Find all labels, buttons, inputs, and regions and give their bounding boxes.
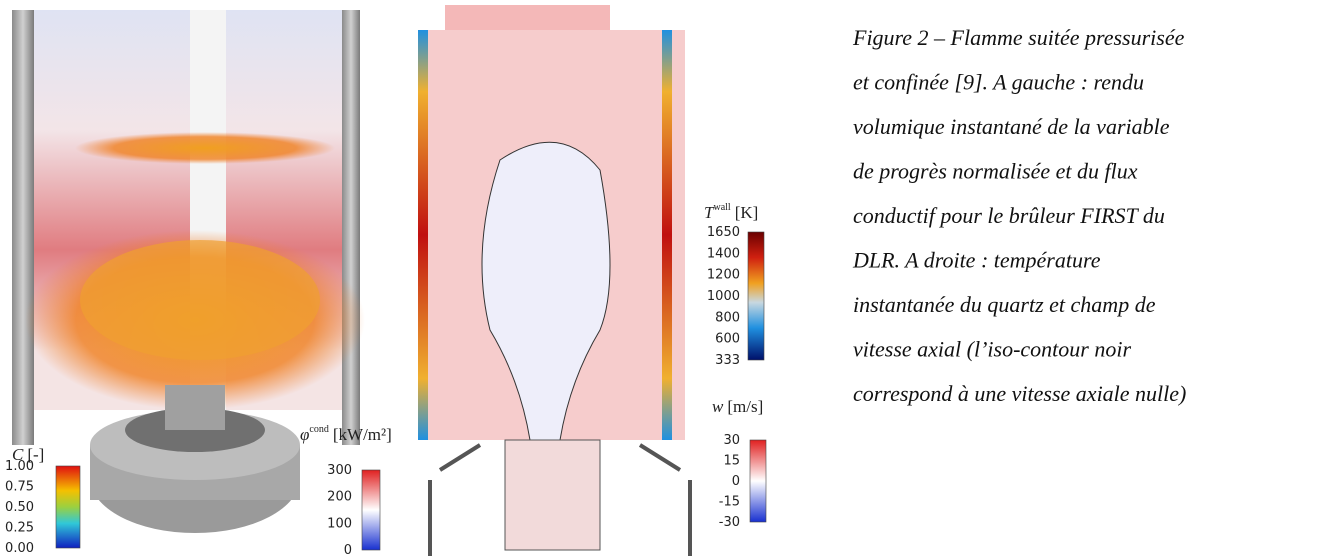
caption-line: correspond à une vitesse axiale nulle) bbox=[853, 381, 1186, 406]
colorbar-tick-label: -15 bbox=[719, 495, 740, 510]
colorbar-tick-label: 1650 bbox=[707, 225, 740, 240]
colorbar bbox=[55, 465, 81, 549]
colorbar-tick-label: 15 bbox=[723, 454, 740, 469]
unit: [-] bbox=[27, 445, 44, 464]
colorbar bbox=[361, 469, 381, 551]
colorbar bbox=[747, 231, 765, 361]
unit: [kW/m²] bbox=[333, 425, 392, 444]
colorbar-tick-label: 0.75 bbox=[5, 480, 34, 495]
colorbar-tick-label: 0 bbox=[732, 474, 740, 489]
caption-line: volumique instantané de la variable bbox=[853, 114, 1170, 139]
colorbar-label: φcond [kW/m²] bbox=[300, 424, 392, 444]
caption-line: instantanée du quartz et champ de bbox=[853, 292, 1156, 317]
colorbar-label: C [-] bbox=[12, 445, 44, 464]
colorbar-tick-label: 300 bbox=[327, 463, 352, 478]
colorbar-tick-label: 0.25 bbox=[5, 521, 34, 536]
caption-line: vitesse axial (l’iso-contour noir bbox=[853, 337, 1131, 362]
caption-line: conductif pour le brûleur FIRST du bbox=[853, 203, 1165, 228]
caption-line: DLR. A droite : température bbox=[852, 248, 1101, 273]
colorbar-label: w [m/s] bbox=[712, 397, 763, 416]
colorbar-tick-label: 30 bbox=[723, 433, 740, 448]
symbol: φ bbox=[300, 425, 309, 444]
colorbar-tick-label: 100 bbox=[327, 516, 352, 531]
colorbar-tick-label: 800 bbox=[715, 310, 740, 325]
colorbar-tick-label: 1000 bbox=[707, 289, 740, 304]
symbol: w bbox=[712, 397, 724, 416]
colorbar-tick-label: 333 bbox=[715, 353, 740, 368]
colorbar bbox=[749, 439, 767, 523]
colorbar-tick-label: 200 bbox=[327, 490, 352, 505]
colorbar-tick-label: 1400 bbox=[707, 246, 740, 261]
colorbar-tick-label: -30 bbox=[719, 515, 740, 530]
colorbar-tick-label: 1200 bbox=[707, 268, 740, 283]
caption-line: et confinée [9]. A gauche : rendu bbox=[853, 70, 1144, 95]
colorbar-tick-label: 0.00 bbox=[5, 541, 34, 556]
colorbar-tick-label: 1.00 bbox=[5, 459, 34, 474]
left-render bbox=[12, 10, 365, 533]
colorbar-label: Twall [K] bbox=[704, 202, 758, 222]
caption-line: de progrès normalisée et du flux bbox=[853, 159, 1138, 184]
symbol: C bbox=[12, 445, 24, 464]
right-render bbox=[418, 5, 692, 556]
superscript: wall bbox=[713, 202, 730, 213]
colorbar-tick-label: 0 bbox=[344, 543, 352, 556]
colorbar-tick-label: 0.50 bbox=[5, 500, 34, 515]
unit: [K] bbox=[735, 203, 759, 222]
unit: [m/s] bbox=[727, 397, 763, 416]
caption-line: Figure 2 – Flamme suitée pressurisée bbox=[852, 25, 1185, 50]
superscript: cond bbox=[309, 424, 328, 435]
symbol: T bbox=[704, 203, 715, 222]
colorbar-tick-label: 600 bbox=[715, 332, 740, 347]
